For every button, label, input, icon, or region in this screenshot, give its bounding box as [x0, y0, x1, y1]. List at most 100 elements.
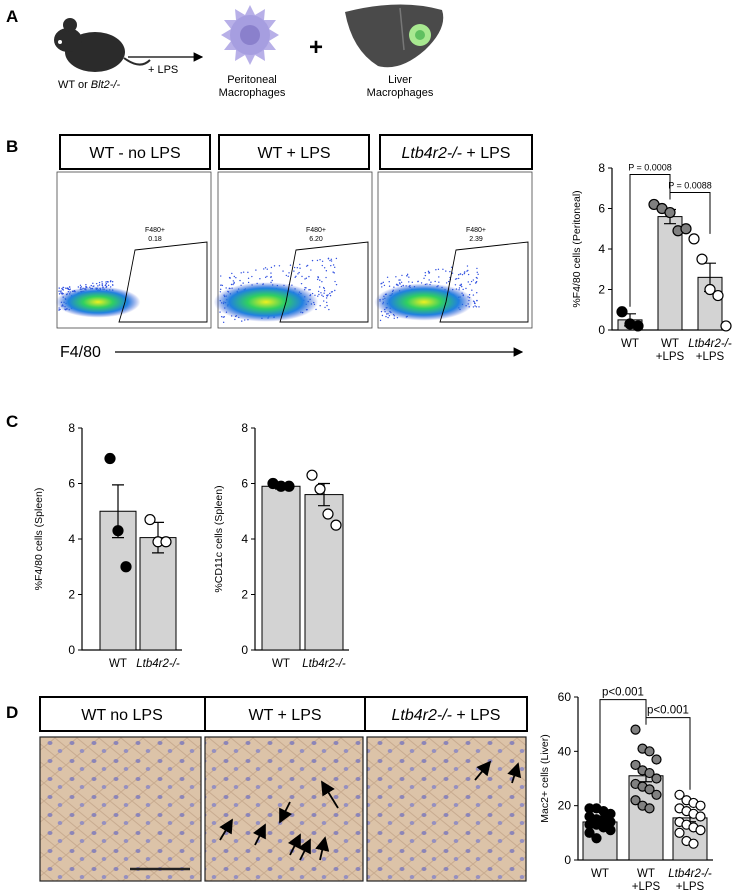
histology-image	[204, 736, 364, 882]
event	[239, 279, 241, 282]
event	[321, 294, 323, 296]
event	[247, 271, 249, 274]
event	[327, 258, 330, 260]
event	[476, 267, 478, 270]
event	[58, 290, 60, 292]
event	[288, 272, 290, 274]
event	[298, 271, 300, 274]
event	[305, 277, 308, 279]
event	[398, 279, 400, 281]
event	[220, 315, 223, 318]
event	[222, 321, 225, 324]
event	[327, 294, 329, 296]
y-tick-label: 0	[68, 643, 75, 657]
event	[470, 280, 473, 283]
event	[316, 278, 319, 281]
event	[388, 285, 391, 287]
x-tick-label: WT	[661, 338, 679, 350]
event	[66, 287, 69, 289]
x-tick-label: WT	[272, 658, 290, 670]
data-point	[695, 800, 706, 811]
event	[309, 289, 311, 291]
event	[107, 284, 110, 287]
event	[445, 282, 448, 284]
event	[93, 285, 95, 287]
event	[233, 275, 235, 278]
event	[457, 274, 460, 276]
histology-image	[39, 736, 202, 882]
event	[79, 284, 82, 286]
data-point	[283, 480, 295, 492]
x-tick-label: Ltb4r2-/-	[688, 338, 732, 350]
event	[247, 277, 250, 280]
event	[259, 278, 261, 280]
gate-label: F480+	[466, 227, 486, 234]
liver-icon	[345, 4, 444, 68]
x-tick-label: WT	[637, 868, 655, 880]
event	[299, 263, 301, 266]
data-point	[688, 838, 699, 849]
event	[478, 306, 480, 308]
event	[399, 279, 401, 281]
event	[242, 271, 245, 273]
event	[235, 277, 237, 279]
event	[325, 276, 327, 279]
event	[460, 283, 463, 286]
event	[308, 289, 310, 291]
event	[445, 270, 447, 272]
event	[310, 269, 312, 271]
event	[334, 266, 336, 269]
gate	[118, 241, 208, 323]
significance-label: P = 0.0088	[668, 180, 712, 190]
event	[263, 268, 265, 270]
event	[423, 277, 425, 280]
event	[101, 281, 103, 283]
event	[234, 318, 236, 321]
significance-label: p<0.001	[602, 687, 644, 699]
plot-title: Ltb4r2-/- + LPS	[402, 145, 511, 162]
y-tick-label: 8	[598, 161, 605, 175]
event	[381, 286, 383, 288]
event	[393, 317, 395, 319]
plus: +	[309, 34, 323, 61]
y-tick-label: 40	[558, 744, 572, 758]
event	[459, 284, 461, 286]
density	[213, 282, 319, 322]
event	[233, 282, 235, 285]
event	[80, 286, 83, 288]
event	[326, 301, 328, 304]
event	[428, 272, 430, 274]
event	[264, 276, 267, 279]
cell-label: Macrophages	[367, 87, 434, 99]
event	[98, 281, 101, 284]
y-tick-label: 6	[598, 202, 605, 216]
event	[323, 292, 325, 294]
event	[62, 286, 65, 289]
event	[306, 264, 309, 267]
y-tick-label: 60	[558, 690, 572, 704]
event	[294, 276, 296, 279]
event	[264, 267, 267, 269]
event	[332, 271, 334, 273]
data-point	[120, 561, 132, 573]
event	[385, 315, 387, 318]
y-tick-label: 2	[598, 283, 605, 297]
event	[430, 281, 432, 283]
data-point	[644, 803, 655, 814]
event	[463, 272, 466, 275]
event	[67, 288, 70, 291]
event	[85, 284, 87, 286]
event	[301, 275, 303, 278]
event	[408, 281, 410, 283]
event	[266, 275, 268, 278]
plot-title: WT + LPS	[257, 145, 330, 162]
gate-value: 6.20	[309, 236, 323, 243]
event	[221, 284, 224, 287]
event	[319, 304, 321, 307]
data-point	[651, 773, 662, 784]
y-tick-label: 6	[241, 477, 248, 491]
x-tick-label: WT	[109, 658, 127, 670]
event	[251, 275, 253, 278]
event	[454, 278, 457, 280]
